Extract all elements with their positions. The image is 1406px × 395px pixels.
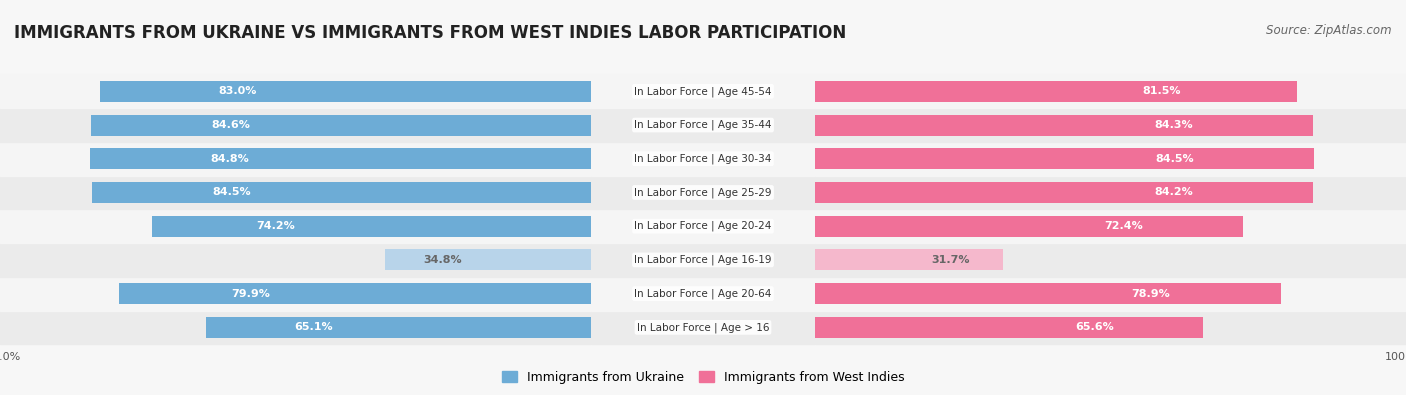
Text: 84.6%: 84.6%: [211, 120, 250, 130]
Bar: [591, 243, 815, 277]
Text: In Labor Force | Age 20-24: In Labor Force | Age 20-24: [634, 221, 772, 231]
Text: 84.5%: 84.5%: [1156, 154, 1194, 164]
Text: In Labor Force | Age 45-54: In Labor Force | Age 45-54: [634, 86, 772, 97]
Text: In Labor Force | Age 16-19: In Labor Force | Age 16-19: [634, 255, 772, 265]
Bar: [0, 209, 591, 243]
Bar: [815, 75, 1406, 108]
Text: 81.5%: 81.5%: [1143, 87, 1181, 96]
Text: 83.0%: 83.0%: [218, 87, 257, 96]
Bar: [91, 182, 591, 203]
Bar: [91, 115, 591, 135]
Bar: [591, 75, 815, 108]
Text: 78.9%: 78.9%: [1132, 289, 1170, 299]
Bar: [100, 81, 591, 102]
Bar: [591, 176, 815, 209]
Text: 31.7%: 31.7%: [931, 255, 969, 265]
Bar: [815, 115, 1313, 135]
Bar: [0, 310, 591, 344]
Text: 74.2%: 74.2%: [256, 221, 294, 231]
Bar: [0, 243, 591, 277]
Text: 84.5%: 84.5%: [212, 188, 250, 198]
Bar: [815, 310, 1406, 344]
Text: In Labor Force | Age 30-34: In Labor Force | Age 30-34: [634, 154, 772, 164]
Text: In Labor Force | Age > 16: In Labor Force | Age > 16: [637, 322, 769, 333]
Text: 65.1%: 65.1%: [294, 322, 333, 332]
Bar: [815, 209, 1406, 243]
Bar: [0, 75, 591, 108]
Text: In Labor Force | Age 35-44: In Labor Force | Age 35-44: [634, 120, 772, 130]
Text: 84.3%: 84.3%: [1154, 120, 1194, 130]
Bar: [815, 148, 1315, 169]
Bar: [207, 317, 591, 338]
Text: In Labor Force | Age 25-29: In Labor Force | Age 25-29: [634, 187, 772, 198]
Bar: [815, 216, 1243, 237]
Bar: [815, 283, 1281, 304]
Bar: [591, 108, 815, 142]
Bar: [591, 310, 815, 344]
Bar: [152, 216, 591, 237]
Bar: [815, 108, 1406, 142]
Bar: [815, 182, 1313, 203]
Text: 72.4%: 72.4%: [1104, 221, 1143, 231]
Text: 79.9%: 79.9%: [232, 289, 270, 299]
Bar: [815, 250, 1002, 271]
Bar: [591, 277, 815, 310]
Bar: [118, 283, 591, 304]
Bar: [90, 148, 591, 169]
Bar: [591, 209, 815, 243]
Text: Source: ZipAtlas.com: Source: ZipAtlas.com: [1267, 24, 1392, 37]
Text: 65.6%: 65.6%: [1076, 322, 1114, 332]
Text: IMMIGRANTS FROM UKRAINE VS IMMIGRANTS FROM WEST INDIES LABOR PARTICIPATION: IMMIGRANTS FROM UKRAINE VS IMMIGRANTS FR…: [14, 24, 846, 42]
Text: 84.2%: 84.2%: [1154, 188, 1192, 198]
Bar: [0, 277, 591, 310]
Legend: Immigrants from Ukraine, Immigrants from West Indies: Immigrants from Ukraine, Immigrants from…: [496, 366, 910, 389]
Bar: [385, 250, 591, 271]
Bar: [591, 142, 815, 176]
Bar: [815, 176, 1406, 209]
Bar: [815, 277, 1406, 310]
Bar: [815, 243, 1406, 277]
Bar: [815, 142, 1406, 176]
Bar: [0, 176, 591, 209]
Bar: [0, 108, 591, 142]
Text: 84.8%: 84.8%: [211, 154, 249, 164]
Bar: [815, 81, 1296, 102]
Text: 34.8%: 34.8%: [423, 255, 463, 265]
Bar: [0, 142, 591, 176]
Bar: [815, 317, 1202, 338]
Text: In Labor Force | Age 20-64: In Labor Force | Age 20-64: [634, 288, 772, 299]
